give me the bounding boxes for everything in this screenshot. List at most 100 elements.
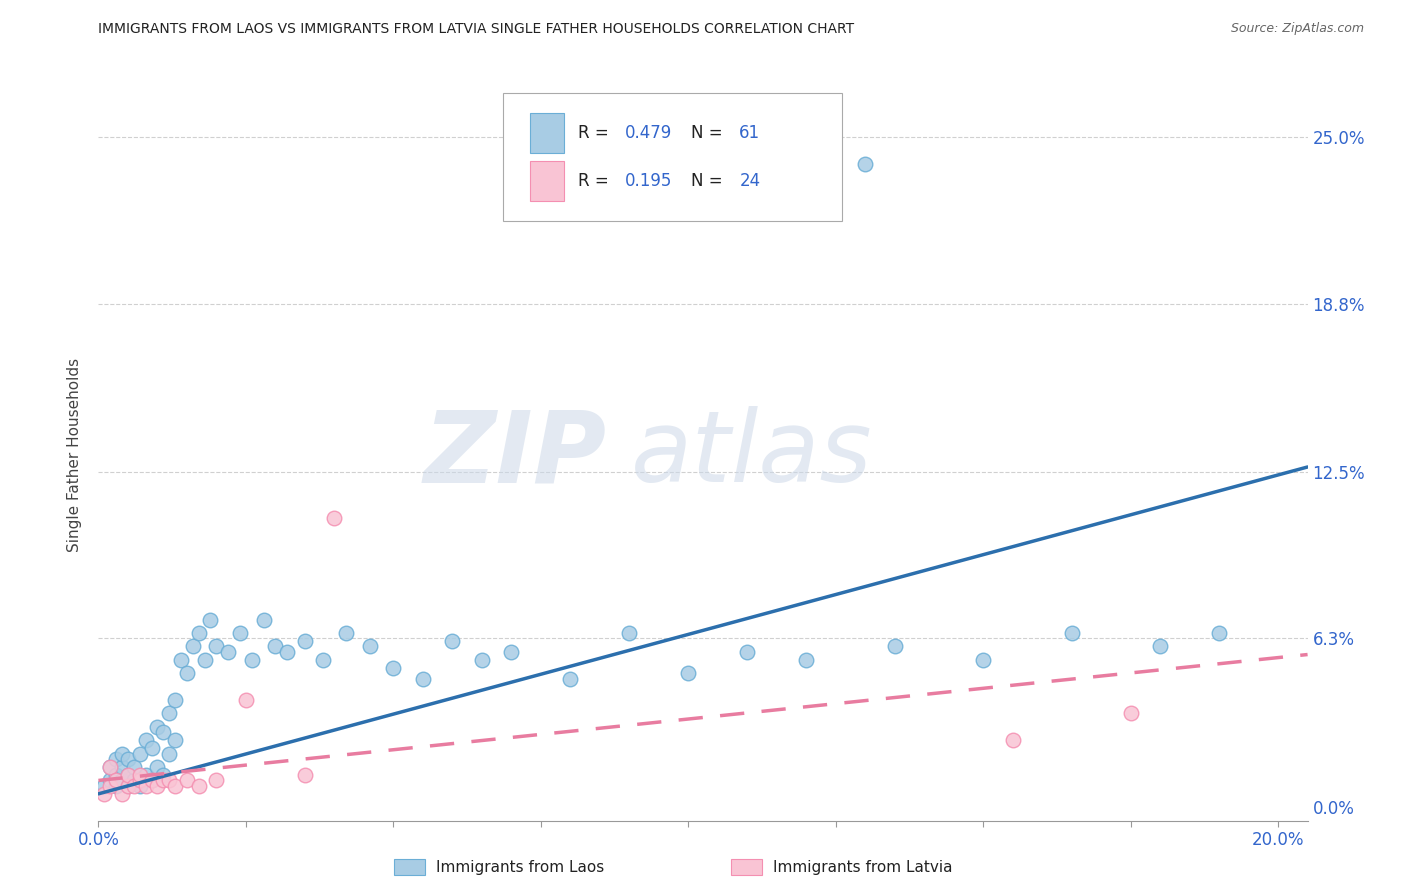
Point bbox=[157, 773, 180, 788]
Text: 0.479: 0.479 bbox=[624, 124, 672, 142]
Point bbox=[176, 666, 198, 681]
Point bbox=[135, 779, 157, 793]
Point bbox=[152, 773, 174, 788]
Point bbox=[205, 773, 228, 788]
Point bbox=[122, 773, 145, 788]
Point bbox=[146, 720, 169, 734]
Text: Immigrants from Latvia: Immigrants from Latvia bbox=[773, 860, 953, 874]
Point bbox=[501, 645, 523, 659]
Point bbox=[135, 733, 157, 747]
Point bbox=[117, 768, 139, 782]
Point bbox=[1208, 626, 1230, 640]
Point bbox=[187, 779, 209, 793]
Point bbox=[105, 773, 128, 788]
Point bbox=[1060, 626, 1083, 640]
Point bbox=[111, 787, 134, 801]
Point bbox=[117, 779, 139, 793]
Point bbox=[117, 752, 139, 766]
Point bbox=[157, 706, 180, 721]
Point bbox=[141, 773, 163, 788]
Point bbox=[853, 157, 876, 171]
Point bbox=[276, 645, 298, 659]
Point bbox=[128, 768, 150, 782]
Text: R =: R = bbox=[578, 124, 614, 142]
Point bbox=[122, 760, 145, 774]
Point bbox=[252, 613, 274, 627]
Point bbox=[471, 653, 494, 667]
Point bbox=[93, 779, 115, 793]
Point bbox=[93, 787, 115, 801]
Point bbox=[619, 626, 641, 640]
Point bbox=[972, 653, 994, 667]
Point bbox=[235, 693, 257, 707]
Y-axis label: Single Father Households: Single Father Households bbox=[67, 358, 83, 552]
Point bbox=[165, 779, 187, 793]
Point bbox=[98, 779, 121, 793]
Point bbox=[181, 640, 204, 654]
Point bbox=[382, 661, 405, 675]
Point bbox=[883, 640, 905, 654]
Point bbox=[176, 773, 198, 788]
Point bbox=[323, 511, 346, 525]
Point bbox=[335, 626, 357, 640]
Point bbox=[152, 768, 174, 782]
FancyBboxPatch shape bbox=[530, 113, 564, 153]
Point bbox=[141, 773, 163, 788]
Point bbox=[187, 626, 209, 640]
Point bbox=[122, 779, 145, 793]
Point bbox=[1001, 733, 1024, 747]
Point bbox=[117, 779, 139, 793]
Point bbox=[217, 645, 239, 659]
Text: 0.195: 0.195 bbox=[624, 171, 672, 190]
Text: N =: N = bbox=[690, 124, 728, 142]
Point bbox=[165, 733, 187, 747]
Point bbox=[1119, 706, 1142, 721]
Point bbox=[294, 768, 316, 782]
Point bbox=[311, 653, 333, 667]
Point bbox=[678, 666, 700, 681]
Point bbox=[105, 752, 128, 766]
Point bbox=[128, 747, 150, 761]
Point bbox=[229, 626, 252, 640]
Text: N =: N = bbox=[690, 171, 728, 190]
FancyBboxPatch shape bbox=[530, 161, 564, 201]
Point bbox=[98, 760, 121, 774]
Point bbox=[441, 634, 464, 648]
Point bbox=[200, 613, 222, 627]
Point bbox=[194, 653, 217, 667]
Point bbox=[412, 672, 434, 686]
Point bbox=[146, 779, 169, 793]
Point bbox=[152, 725, 174, 739]
Text: 61: 61 bbox=[740, 124, 761, 142]
Point bbox=[98, 773, 121, 788]
Point bbox=[128, 779, 150, 793]
Point bbox=[111, 760, 134, 774]
Point bbox=[98, 760, 121, 774]
Point bbox=[135, 768, 157, 782]
Text: ZIP: ZIP bbox=[423, 407, 606, 503]
Point bbox=[157, 747, 180, 761]
Text: Immigrants from Laos: Immigrants from Laos bbox=[436, 860, 605, 874]
Point bbox=[111, 773, 134, 788]
Point bbox=[735, 645, 758, 659]
Point bbox=[170, 653, 193, 667]
Point bbox=[240, 653, 263, 667]
Point bbox=[359, 640, 381, 654]
Point bbox=[146, 760, 169, 774]
Point bbox=[117, 768, 139, 782]
Text: IMMIGRANTS FROM LAOS VS IMMIGRANTS FROM LATVIA SINGLE FATHER HOUSEHOLDS CORRELAT: IMMIGRANTS FROM LAOS VS IMMIGRANTS FROM … bbox=[98, 22, 855, 37]
Text: atlas: atlas bbox=[630, 407, 872, 503]
Point bbox=[294, 634, 316, 648]
Point bbox=[794, 653, 817, 667]
Text: R =: R = bbox=[578, 171, 614, 190]
Point bbox=[1149, 640, 1171, 654]
Point bbox=[264, 640, 287, 654]
Point bbox=[105, 779, 128, 793]
Point bbox=[560, 672, 582, 686]
Point bbox=[128, 773, 150, 788]
Point bbox=[105, 768, 128, 782]
Point bbox=[165, 693, 187, 707]
Point bbox=[111, 747, 134, 761]
Point bbox=[205, 640, 228, 654]
Point bbox=[141, 741, 163, 756]
